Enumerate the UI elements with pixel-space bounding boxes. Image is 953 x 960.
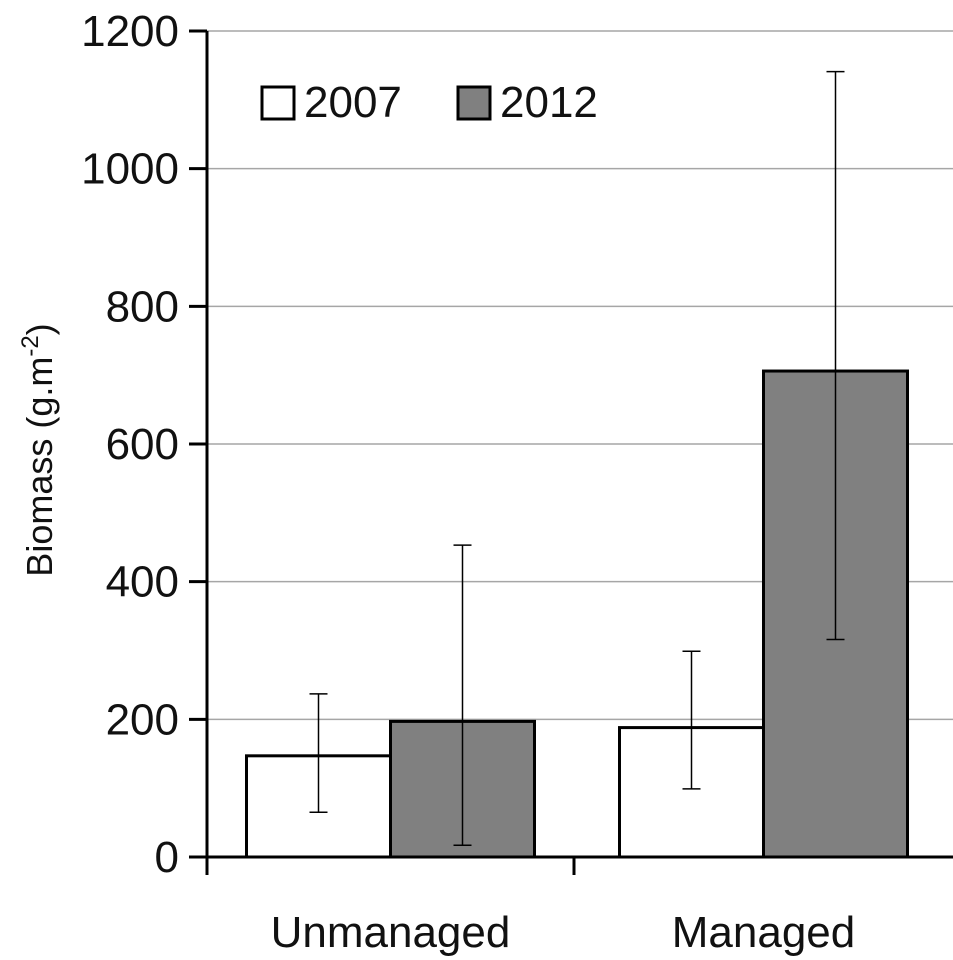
y-tick-label: 400: [106, 558, 179, 607]
y-axis-label-close: ): [19, 323, 60, 335]
x-category-label: Unmanaged: [271, 908, 511, 957]
axes: [189, 29, 953, 875]
legend-swatch-2007: [260, 85, 296, 121]
legend-label-2007: 2007: [304, 78, 402, 127]
error-bars: [309, 70, 845, 847]
legend-label-2012: 2012: [500, 78, 598, 127]
y-tick-labels: 0 200 400 600 800 1000 1200: [81, 7, 179, 882]
y-axis-label-main: Biomass (g.m: [19, 357, 60, 577]
y-tick-label: 600: [106, 420, 179, 469]
x-category-label: Managed: [672, 908, 855, 957]
legend: 2007 2012: [260, 78, 598, 127]
y-tick-label: 0: [155, 833, 179, 882]
y-tick-label: 1000: [81, 145, 179, 194]
y-axis-label-superscript: -2: [17, 335, 44, 356]
y-tick-label: 1200: [81, 7, 179, 56]
legend-swatch-2012: [456, 85, 492, 121]
y-tick-label: 200: [106, 695, 179, 744]
y-axis-label: Biomass (g.m-2): [17, 323, 60, 576]
y-tick-label: 800: [106, 282, 179, 331]
x-category-labels: Unmanaged Managed: [271, 908, 856, 957]
